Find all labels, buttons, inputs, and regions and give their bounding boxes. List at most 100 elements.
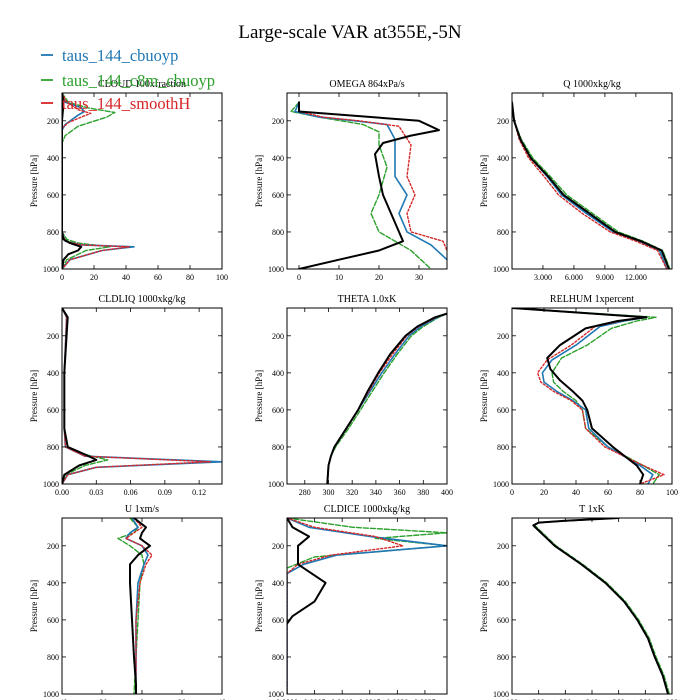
panel-t-xtick-label: 240	[586, 698, 598, 700]
panel-cloud-series-taus-144-c8m-cbuoyp	[62, 93, 116, 269]
panel-cldice-ytick-label: 400	[272, 579, 284, 588]
panel-t-ytick-label: 600	[497, 616, 509, 625]
panel-cldliq-xtick-label: 0.00	[55, 488, 69, 497]
panel-cldliq-title: CLDLIQ 1000xkg/kg	[99, 294, 186, 305]
panel-cldice-series-taus-144-smoothh	[287, 518, 404, 694]
panel-u-ylabel: Pressure [hPa]	[29, 580, 39, 632]
panel-q-ylabel: Pressure [hPa]	[479, 155, 489, 207]
panel-relhum-series-black	[512, 308, 648, 484]
panel-cldice-ytick-label: 600	[272, 616, 284, 625]
panel-q-series-black	[512, 101, 670, 269]
legend-taus-144-c8m-cbuoyp-label: taus_144_c8m_cbuoyp	[62, 71, 215, 90]
panel-t-xtick-label: 280	[639, 698, 651, 700]
panel-q-xtick-label: 6.000	[565, 273, 583, 282]
panel-omega-ytick-label: 200	[272, 117, 284, 126]
panel-relhum-xtick-label: 0	[510, 488, 514, 497]
panel-q-ytick-label: 400	[497, 154, 509, 163]
panel-cloud-xtick-label: 40	[122, 273, 130, 282]
panel-t-series-taus-144-c8m-cbuoyp	[534, 518, 670, 694]
panel-theta-ytick-label: 600	[272, 406, 284, 415]
panel-omega-ytick-label: 1000	[268, 265, 284, 274]
panel-omega-xtick-label: 30	[415, 273, 423, 282]
panel-omega-series-taus-144-c8m-cbuoyp	[290, 101, 432, 269]
panel-q-xtick-label: 9.000	[596, 273, 614, 282]
panel-relhum-ylabel: Pressure [hPa]	[479, 370, 489, 422]
panel-cloud-ytick-label: 800	[47, 228, 59, 237]
panel-omega-frame	[286, 92, 448, 270]
panel-cldice-frame	[286, 517, 448, 695]
panel-q-ytick-label: 800	[497, 228, 509, 237]
panel-t-title: T 1xK	[579, 504, 605, 515]
panel-t-ytick-label: 200	[497, 542, 509, 551]
panel-t-ytick-label: 1000	[493, 690, 509, 699]
panel-relhum-ytick-label: 200	[497, 332, 509, 341]
panel-cloud-ylabel: Pressure [hPa]	[29, 155, 39, 207]
panel-q-ytick-label: 600	[497, 191, 509, 200]
panel-theta-series-taus-144-cbuoyp	[326, 312, 447, 484]
panel-theta-ylabel: Pressure [hPa]	[254, 370, 264, 422]
panel-cldliq-series-taus-144-cbuoyp	[62, 308, 222, 484]
panel-cldice-ylabel: Pressure [hPa]	[254, 580, 264, 632]
panel-u-ytick-label: 400	[47, 579, 59, 588]
panel-theta-frame	[286, 307, 448, 485]
panel-u-xtick-label: 40	[218, 698, 226, 700]
panel-q-xtick-label: 12.000	[625, 273, 647, 282]
panel-u-xtick-label: 0	[140, 698, 144, 700]
legend-taus-144-cbuoyp-label: taus_144_cbuoyp	[62, 46, 178, 65]
panel-cldice-series-black	[287, 518, 327, 625]
panel-cloud-series-taus-144-cbuoyp	[62, 93, 135, 269]
panel-cldice-xtick-label: 0.0005	[304, 698, 326, 700]
panel-t-ylabel: Pressure [hPa]	[479, 580, 489, 632]
panel-theta-xtick-label: 360	[394, 488, 406, 497]
panel-u-xtick-label: -20	[97, 698, 108, 700]
panel-t-xtick-label: 200	[533, 698, 545, 700]
panel-relhum-xtick-label: 60	[604, 488, 612, 497]
panel-cldliq-xtick-label: 0.03	[89, 488, 103, 497]
panel-cloud-xtick-label: 0	[60, 273, 64, 282]
figure-title: Large-scale VAR at355E,-5N	[238, 22, 461, 43]
panel-t-ytick-label: 800	[497, 653, 509, 662]
panel-cldliq-xtick-label: 0.06	[124, 488, 138, 497]
panel-cldice-series-taus-144-cbuoyp	[287, 518, 447, 694]
panel-cldice-title: CLDICE 1000xkg/kg	[324, 504, 410, 515]
panel-omega-ytick-label: 400	[272, 154, 284, 163]
panel-omega-ylabel: Pressure [hPa]	[254, 155, 264, 207]
panel-theta-ytick-label: 200	[272, 332, 284, 341]
panel-t: T 1xK 180 200 220 240 260 280 300 200 400 600 800 10…	[479, 504, 678, 700]
panel-u: U 1xm/s -40 -20 0 20 40 200 400 600 800 1000 Pressu…	[29, 504, 226, 700]
panel-theta-xtick-label: 400	[441, 488, 453, 497]
panel-u-xtick-label: 20	[178, 698, 186, 700]
panel-cloud: CLOUD 100xfraction 0 20 40 60 80 100 200 400 600 8…	[29, 79, 228, 282]
panel-q-series-taus-144-smoothh	[512, 101, 668, 269]
panel-cloud-series-taus-144-smoothh	[62, 93, 130, 269]
panel-omega-series-taus-144-smoothh	[298, 101, 447, 252]
panel-t-frame	[511, 517, 673, 695]
panel-u-ytick-label: 800	[47, 653, 59, 662]
panel-t-xtick-label: 220	[559, 698, 571, 700]
panel-u-series-black	[129, 518, 151, 694]
panel-cldice-ytick-label: 200	[272, 542, 284, 551]
panel-cloud-frame	[61, 92, 223, 270]
panel-u-ytick-label: 600	[47, 616, 59, 625]
panel-relhum-ytick-label: 600	[497, 406, 509, 415]
panel-u-series-taus-144-cbuoyp	[125, 518, 149, 694]
panel-q-title: Q 1000xkg/kg	[563, 79, 621, 90]
panel-cldliq-frame	[61, 307, 223, 485]
panel-cldliq-ytick-label: 800	[47, 443, 59, 452]
panel-theta-ytick-label: 1000	[268, 480, 284, 489]
panel-cldice-xtick-label: 0.0015	[359, 698, 381, 700]
panel-theta-series-black	[326, 312, 447, 484]
panel-theta-series-taus-144-c8m-cbuoyp	[326, 312, 447, 484]
panel-cloud-ytick-label: 600	[47, 191, 59, 200]
panel-theta-series-taus-144-smoothh	[326, 312, 447, 484]
panel-theta-title: THETA 1.0xK	[338, 294, 397, 305]
panel-relhum-xtick-label: 80	[636, 488, 644, 497]
panel-cloud-xtick-label: 20	[90, 273, 98, 282]
panel-relhum-xtick-label: 100	[666, 488, 678, 497]
panel-cloud-ytick-label: 1000	[43, 265, 59, 274]
panel-theta-ytick-label: 400	[272, 369, 284, 378]
panel-cldice-series-taus-144-c8m-cbuoyp	[287, 518, 447, 694]
panel-u-ytick-label: 1000	[43, 690, 59, 699]
